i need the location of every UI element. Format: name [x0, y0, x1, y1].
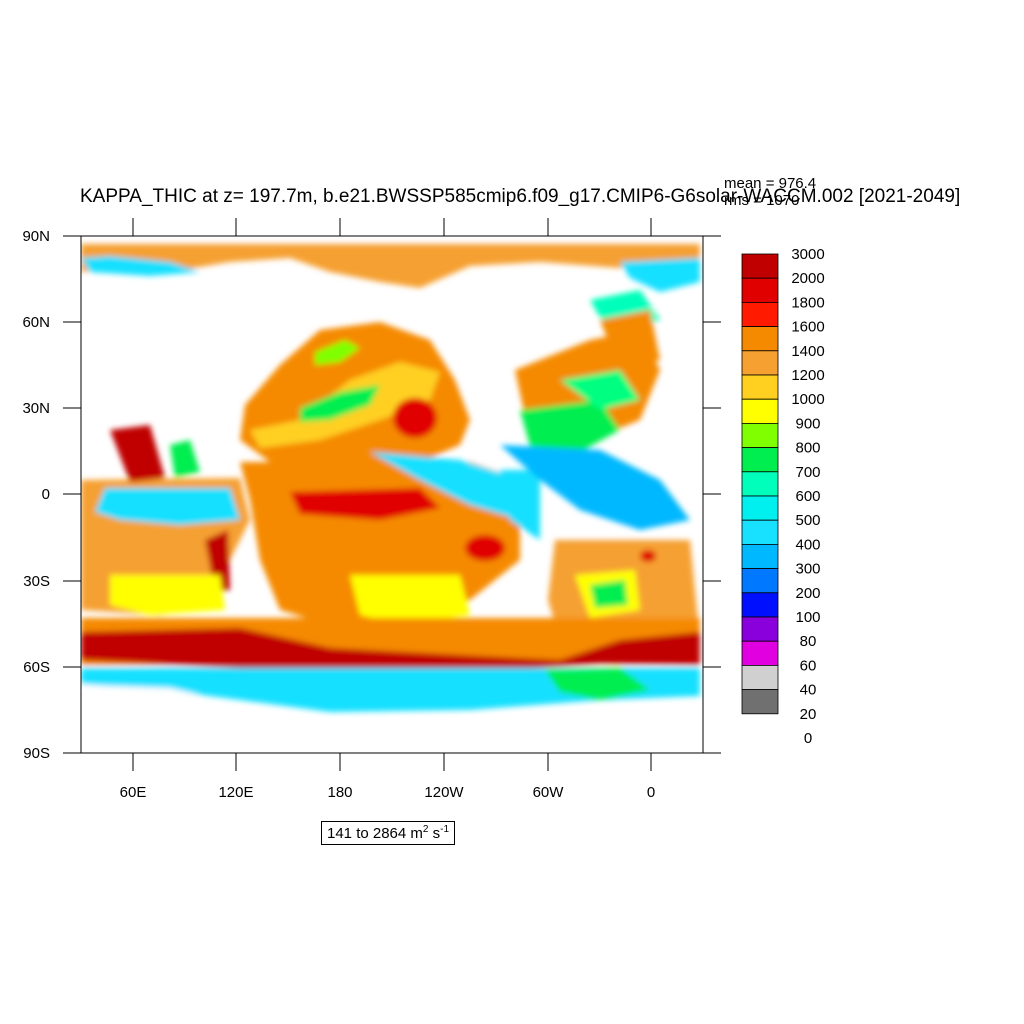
colorbar-label: 400 — [795, 536, 820, 553]
lat-label: 60S — [23, 659, 50, 676]
colorbar-label: 500 — [795, 512, 820, 529]
colorbar-label: 200 — [795, 585, 820, 602]
colorbar-box — [741, 326, 779, 352]
colorbar-label: 600 — [795, 488, 820, 505]
colorbar-label: 700 — [795, 464, 820, 481]
lon-labels: 60E 120E 180 120W 60W 0 — [120, 784, 656, 801]
colorbar-label: 900 — [795, 415, 820, 432]
lat-label: 30N — [22, 400, 50, 417]
colorbar-box — [741, 253, 779, 279]
colorbar-label: 1200 — [791, 367, 824, 384]
colorbar-label: 800 — [795, 440, 820, 457]
colorbar-box — [741, 592, 779, 618]
colorbar-box — [741, 544, 779, 570]
colorbar-label: 1400 — [791, 343, 824, 360]
range-sup1: 2 — [422, 824, 429, 835]
range-label: 141 to 2864 m2 s-1 — [321, 821, 456, 845]
colorbar-box — [741, 519, 779, 545]
range-text: 141 to 2864 m — [327, 825, 423, 842]
lon-label: 60E — [120, 784, 147, 801]
colorbar-box — [741, 277, 779, 303]
colorbar-box — [741, 471, 779, 497]
rms-stat: rms = 1070 — [724, 192, 800, 209]
lon-label: 0 — [647, 784, 655, 801]
colorbar-label: 0 — [804, 730, 812, 747]
colorbar-label: 100 — [795, 609, 820, 626]
colorbar-box — [741, 374, 779, 400]
range-sup2: -1 — [440, 824, 450, 835]
ocean-field — [81, 244, 700, 712]
colorbar-box — [741, 350, 779, 376]
colorbar-labels: 3000200018001600140012001000900800700600… — [791, 246, 824, 747]
colorbar-label: 3000 — [791, 246, 824, 263]
axis-ticks — [63, 218, 721, 771]
lat-labels: 90N 60N 30N 0 30S 60S 90S — [22, 228, 50, 762]
lat-label: 0 — [42, 486, 50, 503]
colorbar-box — [741, 422, 779, 448]
mean-stat: mean = 976.4 — [724, 175, 817, 192]
colorbar-label: 1000 — [791, 391, 824, 408]
colorbar-box — [741, 398, 779, 424]
colorbar: 3000200018001600140012001000900800700600… — [741, 246, 825, 747]
lon-label: 60W — [533, 784, 565, 801]
colorbar-label: 300 — [795, 561, 820, 578]
colorbar-box — [741, 301, 779, 327]
colorbar-box — [741, 616, 779, 642]
colorbar-label: 80 — [800, 633, 817, 650]
colorbar-label: 1800 — [791, 294, 824, 311]
colorbar-boxes — [741, 253, 779, 715]
colorbar-box — [741, 495, 779, 521]
lon-label: 120E — [218, 784, 253, 801]
colorbar-box — [741, 665, 779, 691]
colorbar-label: 40 — [800, 682, 817, 699]
colorbar-box — [741, 447, 779, 473]
colorbar-label: 1600 — [791, 319, 824, 336]
lat-label: 60N — [22, 314, 50, 331]
map-panel — [81, 236, 703, 753]
colorbar-label: 60 — [800, 657, 817, 674]
lat-label: 90S — [23, 745, 50, 762]
plot-title: KAPPA_THIC at z= 197.7m, b.e21.BWSSP585c… — [80, 186, 961, 207]
colorbar-box — [741, 689, 779, 715]
lat-label: 30S — [23, 573, 50, 590]
lon-label: 120W — [424, 784, 464, 801]
colorbar-label: 2000 — [791, 270, 824, 287]
colorbar-box — [741, 568, 779, 594]
colorbar-label: 20 — [800, 706, 817, 723]
lat-label: 90N — [22, 228, 50, 245]
lon-label: 180 — [327, 784, 352, 801]
range-mid: s — [428, 825, 441, 842]
colorbar-box — [741, 640, 779, 666]
